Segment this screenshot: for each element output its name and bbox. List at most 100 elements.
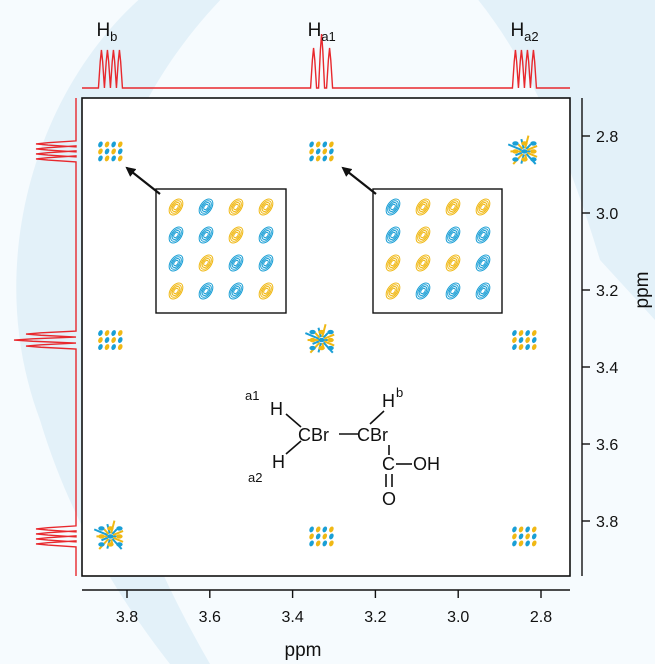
inset-contour (228, 282, 244, 300)
inset-contour (390, 203, 396, 211)
diagonal-peak (93, 520, 124, 550)
inset-contour (445, 226, 461, 244)
inset-contour (261, 230, 271, 240)
inset-contour (417, 228, 429, 242)
inset-contour (475, 254, 491, 272)
inset-contour (418, 258, 428, 268)
inset-contour (168, 254, 184, 272)
x-tick-label: 3.6 (199, 609, 221, 626)
inset-contour (415, 282, 431, 300)
inset-arrow-2 (341, 166, 377, 195)
inset-contour (420, 287, 426, 295)
inset-contour (417, 200, 429, 214)
cross-peak (309, 141, 334, 162)
resonance-label: Ha1 (308, 20, 336, 44)
inset-contour (201, 286, 211, 296)
group-hydroxyl: OH (413, 454, 440, 474)
inset-contour (450, 203, 456, 211)
inset-contour (198, 282, 214, 300)
x-tick-label: 3.4 (281, 609, 303, 626)
inset-contour (448, 286, 458, 296)
bond-h-b (369, 410, 385, 425)
molecule-structure: a1 H H a2 CBr CBr H b C OH O (245, 385, 440, 509)
zoom-inset (372, 188, 503, 314)
cross-peak (98, 141, 123, 162)
inset-contour (203, 231, 209, 239)
inset-contour (233, 287, 239, 295)
inset-contour (387, 284, 399, 298)
label-b: b (396, 385, 403, 400)
cross-peak (512, 330, 537, 350)
inset-contour (388, 286, 398, 296)
inset-contour (228, 226, 244, 244)
inset-contour (418, 230, 428, 240)
inset-contour (390, 259, 396, 267)
inset-contour (477, 228, 489, 242)
inset-contour (388, 202, 398, 212)
x-axis: 3.8 3.6 3.4 3.2 3.0 2.8 (82, 589, 570, 626)
inset-contour (231, 202, 241, 212)
inset-contour (417, 256, 429, 270)
inset-contour (260, 256, 272, 270)
inset-contour (445, 198, 461, 216)
inset-contour (415, 254, 431, 272)
inset-contour (233, 231, 239, 239)
y-tick-label: 3.2 (596, 283, 618, 300)
atom-h-b: H (382, 391, 395, 411)
inset-contour (261, 202, 271, 212)
inset-contour (201, 258, 211, 268)
inset-contour (258, 226, 274, 244)
inset-contour (260, 200, 272, 214)
inset-contour (230, 284, 242, 298)
label-a2: a2 (248, 470, 262, 485)
inset-contour (417, 284, 429, 298)
x-tick-label: 3.8 (116, 609, 138, 626)
inset-arrow-1 (125, 166, 161, 195)
inset-contour (420, 231, 426, 239)
inset-contour (263, 203, 269, 211)
inset-contour (198, 226, 214, 244)
inset-contour (263, 259, 269, 267)
top-projection-trace (82, 33, 570, 89)
bond-h-a2 (285, 440, 302, 455)
inset-contour (233, 259, 239, 267)
y-tick-label: 3.4 (596, 360, 618, 377)
cross-peak (98, 330, 123, 350)
inset-contour (418, 286, 428, 296)
inset-contour (228, 198, 244, 216)
inset-contour (258, 254, 274, 272)
label-a1: a1 (245, 388, 259, 403)
inset-contour (200, 284, 212, 298)
y-axis-title: ppm (632, 272, 653, 309)
inset-contour (475, 282, 491, 300)
inset-contour (233, 203, 239, 211)
x-axis-title: ppm (285, 640, 322, 661)
y-tick-label: 2.8 (596, 129, 618, 146)
inset-contour (228, 254, 244, 272)
inset-contour (168, 198, 184, 216)
atom-carbonyl-c: C (382, 454, 395, 474)
inset-contour (203, 203, 209, 211)
inset-contour (478, 286, 488, 296)
diagonal-peak (507, 135, 538, 165)
inset-contour (415, 226, 431, 244)
inset-contour (263, 287, 269, 295)
inset-contour (198, 198, 214, 216)
zoom-inset (155, 188, 287, 314)
inset-contour (261, 286, 271, 296)
inset-contour (415, 198, 431, 216)
atom-h-a1: H (270, 399, 283, 419)
inset-contour (388, 230, 398, 240)
inset-contour (258, 282, 274, 300)
inset-contour (231, 258, 241, 268)
inset-contour (200, 200, 212, 214)
inset-contour (171, 230, 181, 240)
inset-contour (447, 256, 459, 270)
inset-contour (418, 202, 428, 212)
inset-contour (448, 258, 458, 268)
inset-contour (420, 203, 426, 211)
inset-contour (477, 200, 489, 214)
inset-contour (170, 256, 182, 270)
y-axis: 2.8 3.0 3.2 3.4 3.6 3.8 (581, 98, 618, 576)
